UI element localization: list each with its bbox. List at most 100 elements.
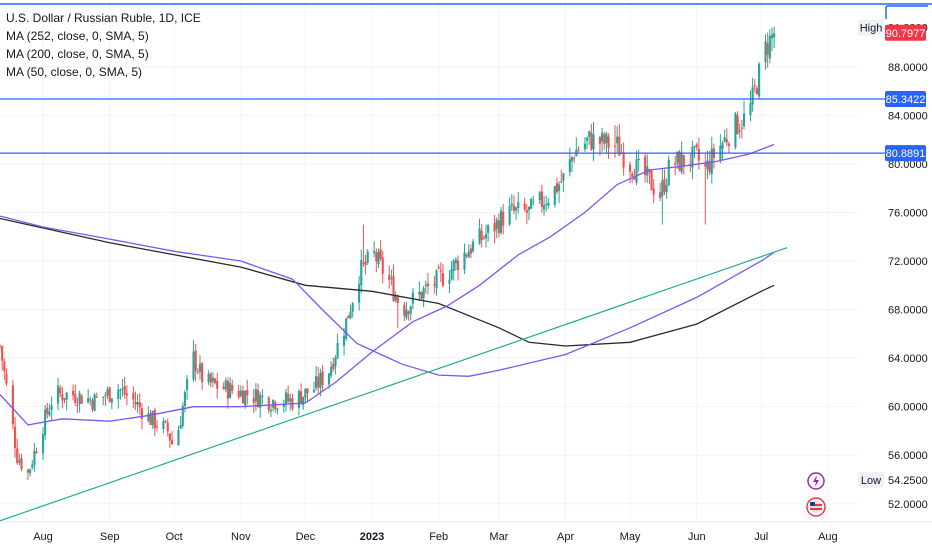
candle-body xyxy=(138,402,141,408)
flag-stripe-icon xyxy=(810,508,822,510)
candle-body xyxy=(351,303,354,312)
candles xyxy=(0,26,776,481)
candle-body xyxy=(179,424,182,429)
candle-body xyxy=(13,426,17,449)
candle-body xyxy=(50,405,53,411)
candle-body xyxy=(435,270,438,289)
candle-body xyxy=(366,251,369,263)
candle-body xyxy=(239,390,242,397)
hline-price-value: 85.3422 xyxy=(886,94,926,106)
candle-body xyxy=(723,137,726,142)
candle-body xyxy=(538,192,541,201)
legend-ma-252[interactable]: MA (252, close, 0, SMA, 5) xyxy=(6,29,149,43)
candle-body xyxy=(512,205,516,211)
candle-body xyxy=(123,386,126,395)
legend-title[interactable]: U.S. Dollar / Russian Ruble, 1D, ICE xyxy=(6,11,201,25)
candle-body xyxy=(267,397,270,411)
candle-body xyxy=(16,448,19,463)
x-tick-label: Jul xyxy=(754,531,768,543)
candle-body xyxy=(229,382,232,398)
candle-body xyxy=(108,387,111,402)
candle-body xyxy=(65,392,68,400)
candle-body xyxy=(465,254,468,257)
candle-body xyxy=(375,252,378,262)
candle-body xyxy=(463,252,466,270)
y-tick-label: 84.0000 xyxy=(888,110,928,122)
low-label: Low xyxy=(861,475,881,487)
candle-body xyxy=(755,88,759,94)
candle-body xyxy=(153,410,156,429)
candle-body xyxy=(381,257,384,274)
candle-body xyxy=(573,158,576,160)
candle-body xyxy=(770,34,774,39)
candle-body xyxy=(1,346,4,361)
hline-price-tag xyxy=(885,145,926,162)
candle-body xyxy=(659,192,662,198)
candle-body xyxy=(162,421,165,429)
candle-body xyxy=(31,464,34,468)
candle-body xyxy=(510,203,513,206)
candle-body xyxy=(198,363,202,373)
chart-icons[interactable] xyxy=(806,472,826,517)
candle-body xyxy=(345,318,348,339)
x-tick-label: Apr xyxy=(557,531,574,543)
candle-body xyxy=(332,364,335,369)
legend-ma-200[interactable]: MA (200, close, 0, SMA, 5) xyxy=(6,47,149,61)
x-tick-label: Aug xyxy=(818,531,838,543)
legend-ma-50[interactable]: MA (50, close, 0, SMA, 5) xyxy=(6,65,143,79)
candle-body xyxy=(259,394,262,408)
candle-body xyxy=(342,335,346,346)
candle-body xyxy=(424,284,427,287)
candle-body xyxy=(456,260,460,270)
legend: U.S. Dollar / Russian Ruble, 1D, ICE MA … xyxy=(6,9,201,81)
candle-body xyxy=(125,393,128,396)
candle-body xyxy=(209,373,212,384)
candle-body xyxy=(121,388,124,390)
candle-body xyxy=(493,222,496,232)
candle-body xyxy=(637,158,640,161)
candle-body xyxy=(665,184,668,192)
candle-body xyxy=(390,277,393,279)
candle-body xyxy=(622,152,625,168)
trendline xyxy=(0,247,788,522)
candle-body xyxy=(633,177,636,180)
candle-body xyxy=(773,33,776,38)
time-axis[interactable]: Aug Sep Oct Nov Dec 2023 Feb Mar Apr May Jun Jul Aug xyxy=(0,521,932,543)
x-tick-label: Dec xyxy=(296,531,316,543)
y-tick-label: 60.0000 xyxy=(888,402,928,414)
candle-body xyxy=(592,134,595,150)
x-tick-label: Sep xyxy=(100,531,120,543)
low-value: 54.2500 xyxy=(888,475,928,487)
candle-body xyxy=(330,366,333,376)
high-label: High xyxy=(860,23,883,35)
candle-body xyxy=(635,159,638,183)
candle-body xyxy=(302,396,305,406)
candle-body xyxy=(454,259,457,264)
candle-body xyxy=(525,209,528,213)
candle-body xyxy=(628,164,632,172)
x-tick-label: Mar xyxy=(489,531,508,543)
price-axis[interactable]: 52.0000 56.0000 60.0000 64.0000 68.0000 72.00… xyxy=(888,62,928,511)
candle-body xyxy=(570,157,574,162)
candle-body xyxy=(315,375,318,389)
x-tick-label: Nov xyxy=(231,531,251,543)
candle-body xyxy=(0,345,2,347)
candle-body xyxy=(336,343,339,359)
candle-body xyxy=(439,269,442,272)
candle-body xyxy=(194,350,197,371)
candle-body xyxy=(441,273,445,286)
candle-body xyxy=(117,389,120,400)
candle-body xyxy=(467,251,470,258)
candle-body xyxy=(231,384,234,391)
candle-body xyxy=(63,398,66,400)
ma-50-line xyxy=(0,143,775,426)
candle-body xyxy=(136,401,139,405)
candle-body xyxy=(484,234,488,239)
candle-body xyxy=(192,351,195,380)
y-tick-label: 88.0000 xyxy=(888,62,928,74)
candle-body xyxy=(422,288,425,299)
x-tick-label: Aug xyxy=(33,531,53,543)
candle-body xyxy=(269,409,273,412)
candle-body xyxy=(517,202,520,209)
